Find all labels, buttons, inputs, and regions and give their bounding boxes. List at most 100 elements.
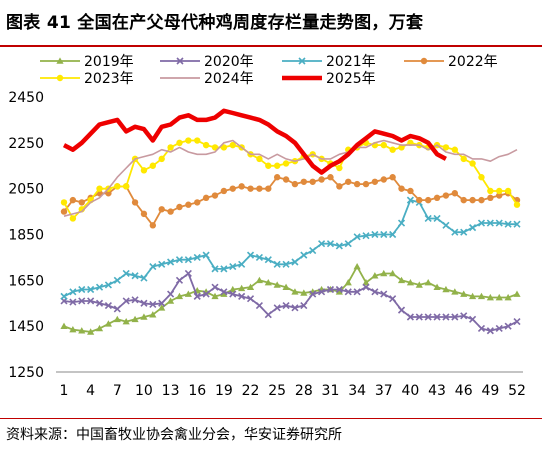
data-point [318,176,325,183]
data-point [95,324,104,332]
data-point [229,285,237,293]
data-point [460,312,468,320]
data-point [158,299,166,307]
series-2023年 [60,137,521,222]
data-point [380,290,388,298]
data-point [202,251,210,259]
data-point [362,232,370,240]
data-point [95,283,104,291]
data-point [300,251,308,259]
data-point [397,276,406,284]
data-point [398,185,405,192]
data-point [318,288,326,296]
data-point [291,180,299,188]
data-point [282,301,290,310]
y-tick-label: 1250 [8,365,44,381]
data-point [433,313,441,321]
title-divider [0,45,542,47]
data-point [273,174,281,181]
data-point [95,299,104,307]
data-point [389,295,397,303]
legend-label: 2020年 [204,54,254,70]
data-point [300,301,308,310]
series-2025年 [62,108,447,175]
series-line [62,108,447,175]
data-point [309,246,317,255]
data-point [353,262,361,270]
data-point [113,315,121,323]
data-point [477,292,486,300]
x-tick-label: 40 [401,383,419,399]
legend-label: 2021年 [326,54,376,70]
legend-label: 2025年 [326,71,376,87]
legend-item: 2023年 [40,71,134,87]
data-point [131,315,139,323]
data-point [460,228,468,236]
data-point [56,57,64,64]
data-point [380,230,388,239]
data-point [371,178,379,185]
data-point [211,192,219,199]
data-point [167,208,174,215]
data-point [211,283,219,291]
data-point [264,311,272,319]
data-point [211,292,219,300]
data-point [131,199,139,206]
data-point [122,317,130,325]
data-point [60,322,68,329]
data-point [433,283,441,291]
data-point [220,288,228,296]
data-point [451,146,459,153]
data-point [60,208,68,215]
data-point [513,290,521,297]
data-point [415,313,423,321]
data-point [113,276,121,284]
data-point [424,313,432,321]
data-point [87,328,95,335]
data-point [104,301,112,310]
data-point [229,263,237,271]
x-tick-label: 16 [188,383,206,399]
data-point [78,199,85,206]
x-tick-label: 4 [86,383,95,399]
data-point [504,293,512,301]
data-point [229,290,237,298]
data-point [105,190,112,197]
data-point [486,219,494,227]
data-point [122,297,130,305]
data-point [433,214,441,223]
data-point [451,288,459,295]
data-point [184,256,192,264]
data-point [256,155,263,163]
data-point [193,253,201,261]
data-point [140,299,148,307]
data-point [220,187,228,195]
data-point [362,180,370,188]
series-line [63,139,518,217]
x-tick-label: 34 [348,383,366,399]
x-tick-label: 19 [215,383,233,399]
data-point [345,178,352,185]
data-point [344,288,352,296]
legend-item: 2021年 [282,54,376,70]
x-tick-label: 1 [60,383,69,399]
series-line [63,272,518,332]
data-point [69,196,77,204]
data-point [406,196,414,204]
data-point [69,326,77,333]
data-point [389,230,397,239]
series-2019年 [60,262,521,335]
data-point [460,290,468,297]
data-point [389,146,396,153]
data-point [397,219,406,227]
data-point [397,306,406,314]
data-point [149,311,157,318]
data-point [175,256,184,264]
data-point [513,220,521,228]
data-point [309,178,316,185]
data-point [104,320,113,327]
data-point [327,174,334,181]
data-point [496,192,503,199]
data-point [185,201,192,208]
data-point [194,199,201,206]
